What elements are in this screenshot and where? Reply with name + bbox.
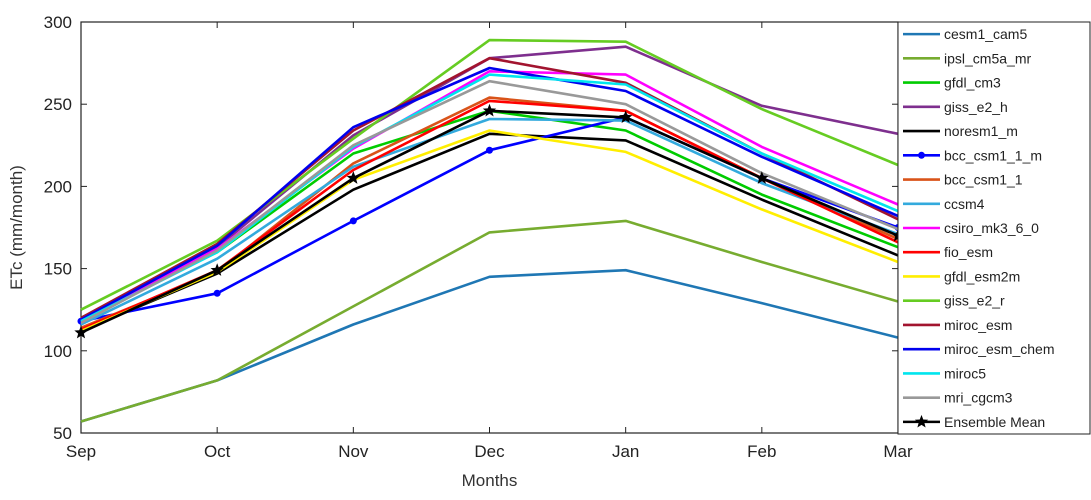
plot-area bbox=[80, 21, 899, 434]
legend-item-csiro-mk3-6-0: csiro_mk3_6_0 bbox=[903, 220, 1039, 236]
x-tick-label: Nov bbox=[338, 442, 369, 461]
legend-item-mri-cgcm3: mri_cgcm3 bbox=[903, 390, 1013, 406]
data-point bbox=[349, 217, 357, 225]
legend-label: bcc_csm1_1_m bbox=[944, 147, 1042, 163]
series-line-ipsl-cm5a-mr bbox=[80, 219, 899, 423]
legend-label: noresm1_m bbox=[944, 123, 1018, 139]
data-point bbox=[486, 146, 493, 154]
legend-label: ccsm4 bbox=[944, 196, 985, 212]
legend-item-gfdl-esm2m: gfdl_esm2m bbox=[903, 268, 1020, 284]
legend-label: giss_e2_h bbox=[944, 99, 1008, 115]
legend-label: miroc_esm bbox=[944, 317, 1012, 333]
legend-label: bcc_csm1_1 bbox=[944, 172, 1023, 188]
data-point-star bbox=[210, 263, 224, 276]
legend-item-gfdl-cm3: gfdl_cm3 bbox=[903, 75, 1001, 91]
plot-frame bbox=[80, 21, 899, 434]
legend-item-miroc-esm: miroc_esm bbox=[903, 317, 1012, 333]
series-line-miroc5 bbox=[80, 73, 899, 323]
legend-item-noresm1-m: noresm1_m bbox=[903, 123, 1018, 139]
x-tick-label: Sep bbox=[66, 442, 96, 461]
x-tick-label: Oct bbox=[204, 442, 231, 461]
series-ipsl-cm5a-mr bbox=[80, 219, 899, 423]
series-line-noresm1-m bbox=[80, 132, 899, 333]
legend-item-giss-e2-h: giss_e2_h bbox=[903, 99, 1008, 115]
legend-label: miroc5 bbox=[944, 365, 986, 381]
series-giss-e2-r bbox=[80, 38, 899, 311]
legend-marker bbox=[918, 151, 925, 159]
y-tick-label: 50 bbox=[53, 424, 72, 443]
legend-label: giss_e2_r bbox=[944, 293, 1005, 309]
series-line-ccsm4 bbox=[80, 117, 899, 326]
legend-label: fio_esm bbox=[944, 244, 993, 260]
legend-item-ipsl-cm5a-mr: ipsl_cm5a_mr bbox=[903, 50, 1031, 66]
legend-label: mri_cgcm3 bbox=[944, 390, 1013, 406]
data-point bbox=[213, 289, 221, 297]
series-noresm1-m bbox=[80, 132, 899, 333]
series-ccsm4 bbox=[80, 117, 899, 326]
x-tick-label: Dec bbox=[474, 442, 505, 461]
data-point-star bbox=[346, 171, 360, 184]
legend-marker-star bbox=[914, 414, 929, 428]
data-point-star bbox=[619, 110, 633, 124]
legend-item-giss-e2-r: giss_e2_r bbox=[903, 293, 1005, 309]
legend-item-fio-esm: fio_esm bbox=[903, 244, 993, 260]
series-miroc5 bbox=[80, 73, 899, 323]
data-point-star bbox=[482, 103, 497, 117]
legend-label: gfdl_esm2m bbox=[944, 268, 1020, 284]
legend-item-cesm1-cam5: cesm1_cam5 bbox=[903, 26, 1027, 42]
y-tick-label: 300 bbox=[44, 13, 72, 32]
legend-label: ipsl_cm5a_mr bbox=[944, 50, 1031, 66]
series-line-miroc-esm-chem bbox=[80, 66, 899, 321]
legend-label: miroc_esm_chem bbox=[944, 341, 1054, 357]
y-axis-title: ETc (mm/month) bbox=[7, 165, 26, 290]
y-tick-label: 150 bbox=[44, 260, 72, 279]
x-tick-label: Feb bbox=[747, 442, 776, 461]
legend-item-bcc-csm1-1-m: bcc_csm1_1_m bbox=[903, 147, 1042, 163]
y-axis: 50 100 150 200 250 300 bbox=[44, 13, 898, 443]
legend-label: cesm1_cam5 bbox=[944, 26, 1027, 42]
y-tick-label: 250 bbox=[44, 95, 72, 114]
x-tick-label: Mar bbox=[883, 442, 913, 461]
legend-item-miroc-esm-chem: miroc_esm_chem bbox=[903, 341, 1054, 357]
legend-item-ensemble-mean: Ensemble Mean bbox=[903, 414, 1045, 430]
series-layer bbox=[74, 38, 905, 423]
legend-label: gfdl_cm3 bbox=[944, 75, 1001, 91]
legend-item-ccsm4: ccsm4 bbox=[903, 196, 985, 212]
legend-item-bcc-csm1-1: bcc_csm1_1 bbox=[903, 172, 1023, 188]
legend-label: Ensemble Mean bbox=[944, 414, 1045, 430]
legend-item-miroc5: miroc5 bbox=[903, 365, 986, 381]
legend: cesm1_cam5 ipsl_cm5a_mr gfdl_cm3 giss_e2_hn… bbox=[897, 21, 1091, 435]
x-axis: Sep Oct Nov Dec Jan Feb Mar bbox=[66, 22, 913, 461]
series-line-giss-e2-r bbox=[80, 38, 899, 311]
x-tick-label: Jan bbox=[612, 442, 639, 461]
legend-label: csiro_mk3_6_0 bbox=[944, 220, 1039, 236]
series-miroc-esm-chem bbox=[80, 66, 899, 321]
data-point-star bbox=[74, 325, 88, 339]
y-tick-label: 200 bbox=[44, 177, 72, 196]
y-tick-label: 100 bbox=[44, 342, 72, 361]
x-axis-title: Months bbox=[462, 471, 518, 490]
data-point-star bbox=[755, 171, 769, 184]
